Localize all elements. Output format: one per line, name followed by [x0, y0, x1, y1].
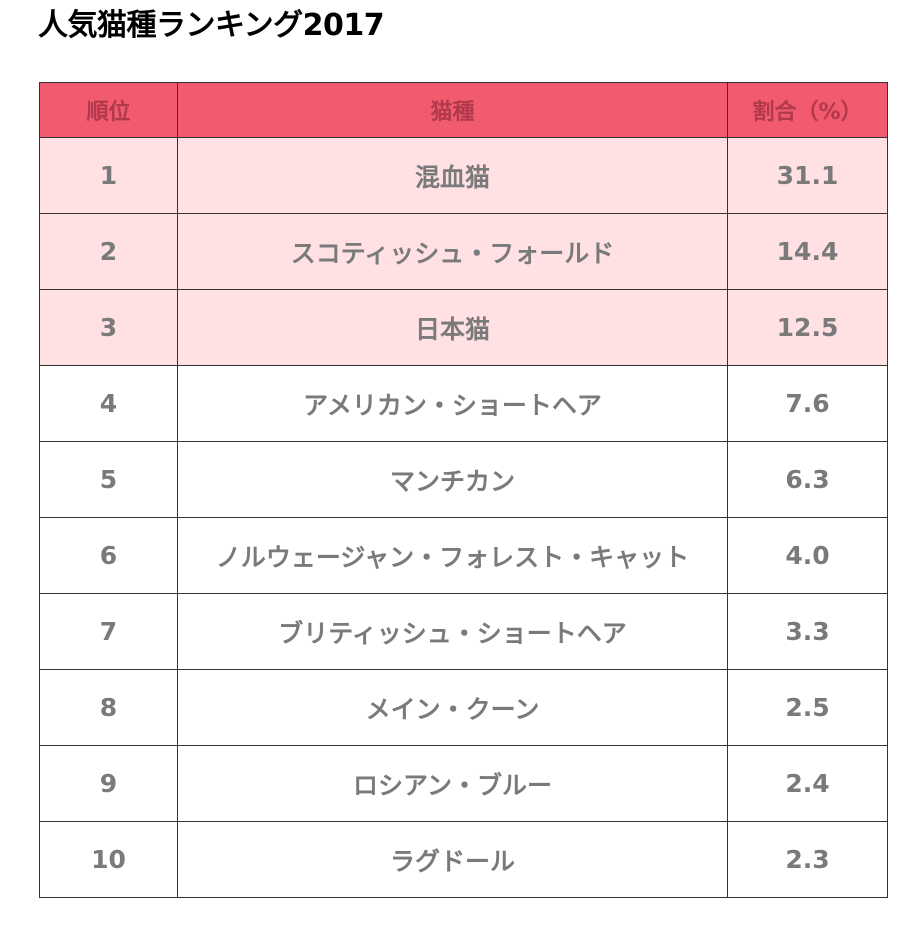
table-row: 8 メイン・クーン 2.5 — [39, 669, 888, 746]
rank-cell: 8 — [39, 669, 178, 746]
cat-breed-ranking-table: 順位 猫種 割合（%） 1 混血猫 31.1 2 スコティッシュ・フォールド 1… — [39, 82, 888, 898]
rank-cell: 5 — [39, 441, 178, 518]
rank-cell: 3 — [39, 289, 178, 366]
table-row: 3 日本猫 12.5 — [39, 289, 888, 366]
table-row: 4 アメリカン・ショートヘア 7.6 — [39, 365, 888, 442]
ratio-cell: 2.5 — [727, 669, 888, 746]
page-title: 人気猫種ランキング2017 — [38, 8, 385, 43]
rank-cell: 1 — [39, 137, 178, 214]
ratio-cell: 3.3 — [727, 593, 888, 670]
table-row: 9 ロシアン・ブルー 2.4 — [39, 745, 888, 822]
table-header-row: 順位 猫種 割合（%） — [39, 82, 888, 138]
header-breed: 猫種 — [177, 82, 728, 138]
table-row: 1 混血猫 31.1 — [39, 137, 888, 214]
table-row: 10 ラグドール 2.3 — [39, 821, 888, 898]
ratio-cell: 12.5 — [727, 289, 888, 366]
table-row: 6 ノルウェージャン・フォレスト・キャット 4.0 — [39, 517, 888, 594]
breed-cell: ロシアン・ブルー — [177, 745, 728, 822]
rank-cell: 2 — [39, 213, 178, 290]
breed-cell: メイン・クーン — [177, 669, 728, 746]
table-row: 7 ブリティッシュ・ショートヘア 3.3 — [39, 593, 888, 670]
breed-cell: ノルウェージャン・フォレスト・キャット — [177, 517, 728, 594]
header-rank: 順位 — [39, 82, 178, 138]
breed-cell: アメリカン・ショートヘア — [177, 365, 728, 442]
rank-cell: 6 — [39, 517, 178, 594]
ratio-cell: 6.3 — [727, 441, 888, 518]
ratio-cell: 7.6 — [727, 365, 888, 442]
table-row: 2 スコティッシュ・フォールド 14.4 — [39, 213, 888, 290]
rank-cell: 9 — [39, 745, 178, 822]
breed-cell: ブリティッシュ・ショートヘア — [177, 593, 728, 670]
header-ratio: 割合（%） — [727, 82, 888, 138]
rank-cell: 4 — [39, 365, 178, 442]
rank-cell: 7 — [39, 593, 178, 670]
ratio-cell: 14.4 — [727, 213, 888, 290]
table-row: 5 マンチカン 6.3 — [39, 441, 888, 518]
breed-cell: マンチカン — [177, 441, 728, 518]
ratio-cell: 4.0 — [727, 517, 888, 594]
breed-cell: スコティッシュ・フォールド — [177, 213, 728, 290]
ratio-cell: 2.3 — [727, 821, 888, 898]
rank-cell: 10 — [39, 821, 178, 898]
breed-cell: ラグドール — [177, 821, 728, 898]
ratio-cell: 2.4 — [727, 745, 888, 822]
breed-cell: 混血猫 — [177, 137, 728, 214]
ratio-cell: 31.1 — [727, 137, 888, 214]
breed-cell: 日本猫 — [177, 289, 728, 366]
